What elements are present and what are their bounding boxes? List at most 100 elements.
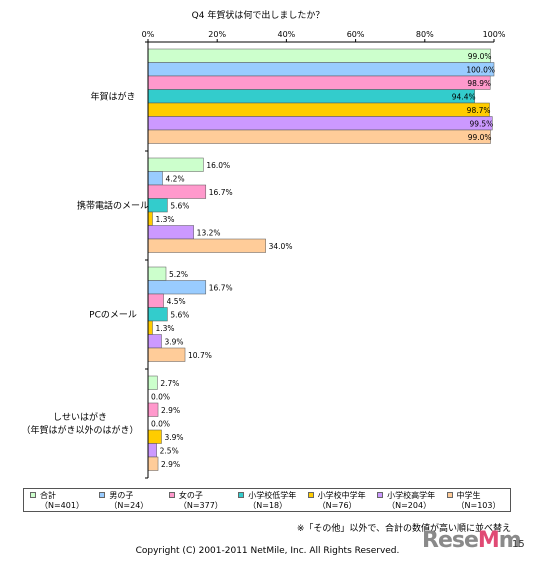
legend-sample-size: （N=76）	[317, 501, 357, 510]
legend-item: 合計 （N=401）	[24, 489, 93, 511]
legend-swatch	[446, 492, 453, 498]
x-tick-label: 80%	[416, 30, 434, 39]
bar	[147, 157, 204, 172]
legend-item: 小学校低学年 （N=18）	[232, 489, 301, 511]
bars	[147, 48, 495, 471]
legend-swatch	[168, 492, 175, 498]
data-label: 4.2%	[166, 174, 185, 183]
bar	[147, 293, 164, 308]
x-tick-label: 0%	[142, 30, 155, 39]
data-label: 2.9%	[161, 460, 180, 469]
data-label: 16.0%	[206, 161, 230, 170]
legend-sample-size: （N=18）	[248, 501, 288, 510]
legend-label: 小学校低学年	[248, 491, 297, 500]
value-labels: 99.0% 100.0% 98.9% 94.4% 98.7% 99.5% 99.0% 16.0…	[151, 52, 495, 469]
bar	[147, 184, 207, 199]
data-label: 99.5%	[469, 119, 493, 128]
legend-swatch	[238, 492, 245, 498]
data-label: 10.7%	[188, 351, 212, 360]
bar	[147, 307, 168, 322]
legend-label: 小学校高学年	[387, 491, 436, 500]
data-label: 2.5%	[160, 446, 179, 455]
legend-label: 中学生	[456, 491, 481, 500]
bar	[147, 456, 159, 471]
data-label: 2.9%	[161, 406, 180, 415]
legend-item: 小学校高学年 （N=204）	[371, 489, 440, 511]
x-tick-label: 20%	[208, 30, 226, 39]
bar	[147, 429, 162, 444]
x-tick-label: 40%	[278, 30, 296, 39]
data-label: 98.9%	[467, 79, 491, 88]
legend-label: 男の子	[109, 491, 134, 500]
bar	[147, 171, 163, 186]
legend-item: 女の子 （N=377）	[163, 489, 232, 511]
page-number: 15	[512, 539, 525, 550]
data-label: 1.3%	[155, 324, 174, 333]
bar	[147, 266, 167, 281]
legend-swatch	[99, 492, 106, 498]
data-label: 5.6%	[170, 201, 189, 210]
chart-title: Q4 年賀状は何で出しましたか？	[192, 9, 325, 21]
legend-label: 小学校中学年	[317, 491, 366, 500]
bar	[147, 375, 158, 390]
bar	[147, 347, 186, 362]
bar	[147, 116, 493, 131]
data-label: 0.0%	[151, 419, 170, 428]
bar-chart: Q4 年賀状は何で出しましたか？ 0% 20% 40% 60% 80% 100% 年賀はが…	[21, 9, 506, 479]
data-label: 94.4%	[452, 92, 476, 101]
bar	[147, 334, 162, 349]
data-label: 5.6%	[170, 310, 189, 319]
legend-label: 合計	[40, 491, 56, 500]
bar	[147, 62, 495, 77]
category-label: PCのメール	[89, 310, 137, 320]
category-label: 携帯電話のメール	[77, 199, 149, 211]
data-label: 1.3%	[155, 215, 174, 224]
legend-sample-size: （N=401）	[40, 501, 84, 510]
x-tick-label: 60%	[347, 30, 365, 39]
bar	[147, 198, 168, 213]
sort-note: ※「その他」以外で、合計の数値が高い順に並べ替え	[296, 524, 511, 534]
bar	[147, 402, 159, 417]
data-label: 99.0%	[468, 133, 492, 142]
legend: 合計 （N=401） 男の子 （N=24） 女の子 （N=377） 小学校低学年 （N=18）…	[23, 488, 511, 512]
data-label: 3.9%	[164, 433, 183, 442]
data-label: 5.2%	[169, 270, 188, 279]
data-label: 16.7%	[209, 188, 233, 197]
bar	[147, 211, 153, 226]
legend-sample-size: （N=204）	[387, 501, 432, 510]
data-label: 16.7%	[209, 283, 233, 292]
bar	[147, 102, 490, 117]
legend-sample-size: （N=103）	[456, 501, 501, 510]
data-label: 34.0%	[269, 242, 293, 251]
bar	[147, 89, 475, 104]
bar	[147, 129, 491, 144]
legend-item: 中学生 （N=103）	[441, 489, 510, 511]
legend-swatch	[30, 492, 36, 498]
bar	[147, 225, 194, 240]
bar	[147, 320, 153, 335]
data-label: 2.7%	[160, 379, 179, 388]
category-label: しせいはがき	[53, 411, 107, 423]
x-axis-tick-labels: 0% 20% 40% 60% 80% 100%	[142, 30, 506, 39]
bar	[147, 48, 491, 63]
data-label: 98.7%	[467, 106, 491, 115]
bar	[147, 280, 207, 295]
watermark-logo: ReseMm	[422, 528, 522, 553]
bar	[147, 75, 491, 90]
data-label: 3.9%	[164, 337, 183, 346]
legend-swatch	[377, 492, 384, 498]
legend-item: 男の子 （N=24）	[93, 489, 162, 511]
legend-label: 女の子	[178, 491, 203, 500]
x-tick-label: 100%	[483, 30, 506, 39]
data-label: 100.0%	[466, 65, 495, 74]
legend-swatch	[307, 492, 314, 498]
data-label: 13.2%	[197, 228, 221, 237]
data-label: 4.5%	[167, 297, 186, 306]
data-label: 99.0%	[468, 52, 492, 61]
copyright: Copyright (C) 2001-2011 NetMile, Inc. Al…	[135, 546, 400, 556]
legend-sample-size: （N=24）	[109, 501, 149, 510]
bar	[147, 238, 266, 253]
data-label: 0.0%	[151, 392, 170, 401]
bar	[147, 443, 157, 458]
